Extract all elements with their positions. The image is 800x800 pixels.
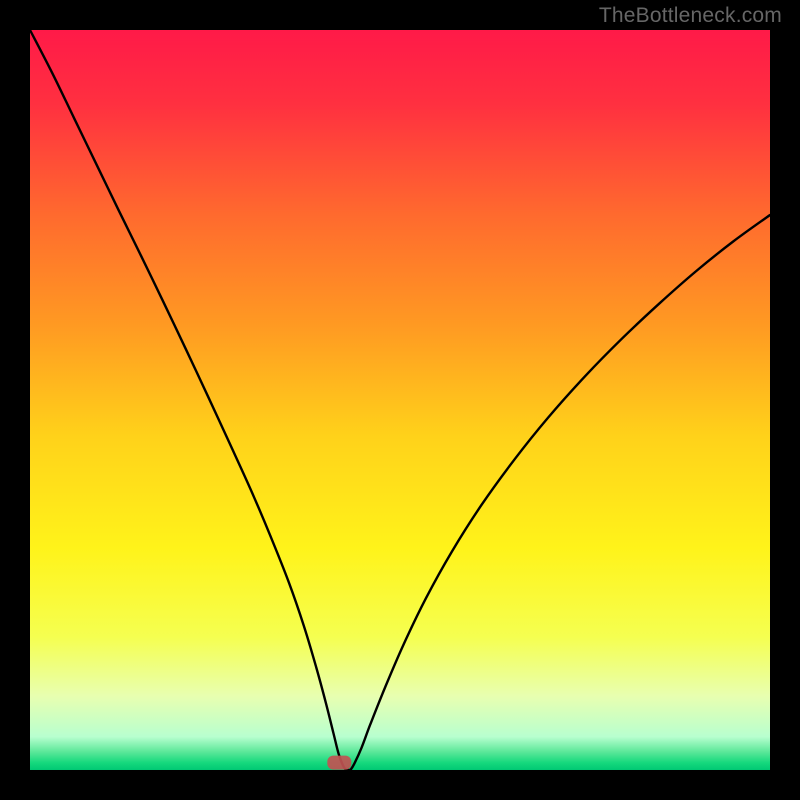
watermark-text: TheBottleneck.com: [599, 4, 782, 28]
optimal-point-marker: [327, 756, 351, 770]
chart-frame: TheBottleneck.com: [0, 0, 800, 800]
gradient-background: [30, 30, 770, 770]
chart-svg: [0, 0, 800, 800]
